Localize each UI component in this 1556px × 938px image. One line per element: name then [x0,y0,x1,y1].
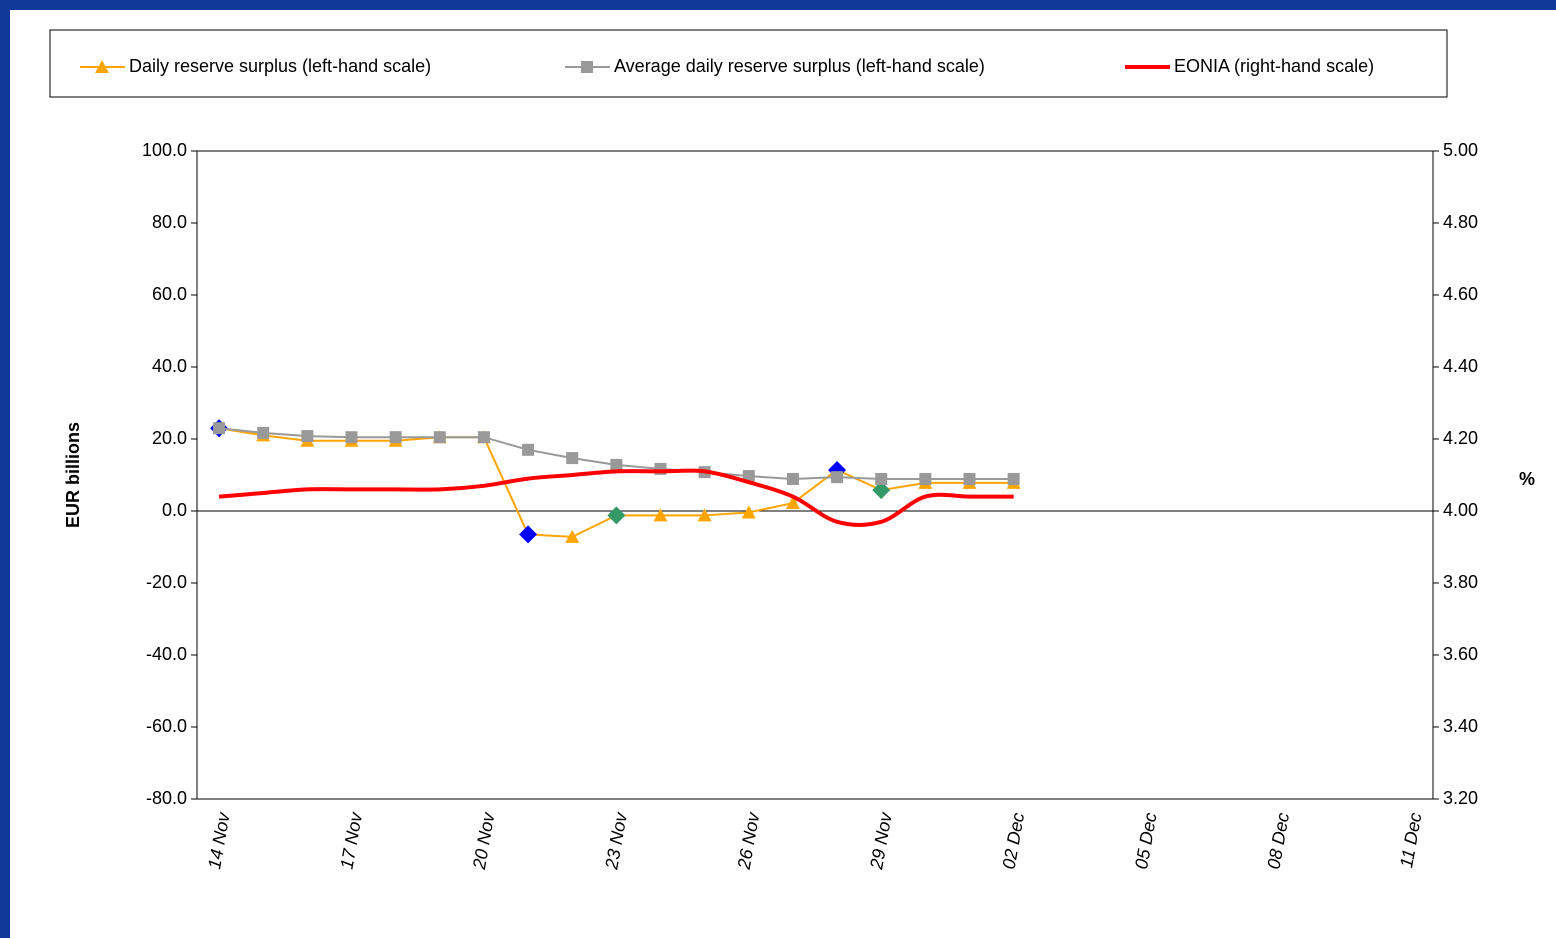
x-tick-label: 17 Nov [337,810,367,871]
marker [610,458,623,471]
marker [257,426,270,439]
marker [919,472,932,485]
marker [566,452,579,465]
marker [963,472,976,485]
y2-tick-label: 3.20 [1443,788,1478,808]
marker [607,506,626,525]
x-tick-label: 23 Nov [601,810,631,872]
marker [741,505,756,519]
x-tick-label: 11 Dec [1396,811,1425,869]
y-tick-label: 100.0 [142,140,187,160]
marker [389,431,402,444]
x-tick-label: 26 Nov [734,810,764,872]
marker [697,508,712,522]
y2-tick-label: 4.60 [1443,284,1478,304]
y-tick-label: 0.0 [162,500,187,520]
y2-tick-label: 4.80 [1443,212,1478,232]
y2-tick-label: 4.40 [1443,356,1478,376]
x-tick-label: 20 Nov [469,810,499,872]
y2-tick-label: 5.00 [1443,140,1478,160]
marker [477,431,490,444]
marker [345,431,358,444]
marker [872,481,891,500]
x-tick-label: 05 Dec [1131,811,1161,871]
y-tick-label: -80.0 [146,788,187,808]
marker [433,431,446,444]
plot-area [196,150,1434,800]
y-tick-label: 80.0 [152,212,187,232]
y-tick-label: 20.0 [152,428,187,448]
legend-label: EONIA (right-hand scale) [1174,56,1374,76]
legend-marker [95,60,109,73]
legend-label: Daily reserve surplus (left-hand scale) [129,56,431,76]
marker [653,508,668,522]
y-axis-title: EUR billions [63,422,83,528]
series-line [218,468,1014,527]
marker [875,472,888,485]
y-tick-label: -20.0 [146,572,187,592]
marker [519,525,538,544]
marker [1007,472,1020,485]
legend-label: Average daily reserve surplus (left-hand… [614,56,985,76]
marker [785,496,800,510]
marker [522,443,535,456]
y2-tick-label: 4.20 [1443,428,1478,448]
x-tick-label: 02 Dec [999,811,1029,871]
y2-tick-label: 4.00 [1443,500,1478,520]
y2-tick-label: 3.80 [1443,572,1478,592]
legend-marker [581,61,593,73]
x-tick-label: 08 Dec [1264,811,1294,871]
y-tick-label: -40.0 [146,644,187,664]
marker [831,471,844,484]
y2-axis-title: % [1519,469,1535,489]
y2-tick-label: 3.40 [1443,716,1478,736]
x-tick-label: 14 Nov [204,810,234,871]
y2-tick-label: 3.60 [1443,644,1478,664]
y-tick-label: 60.0 [152,284,187,304]
legend-box [49,29,1448,98]
x-tick-label: 29 Nov [866,810,896,872]
chart: EUR billions % -80.0 -60.0 -40.0 -20.0 0.0 20… [10,10,1556,938]
marker [786,472,799,485]
y-tick-label: -60.0 [146,716,187,736]
y-tick-label: 40.0 [152,356,187,376]
marker [213,422,226,435]
marker [301,430,314,443]
marker [742,470,755,483]
marker [565,529,580,543]
